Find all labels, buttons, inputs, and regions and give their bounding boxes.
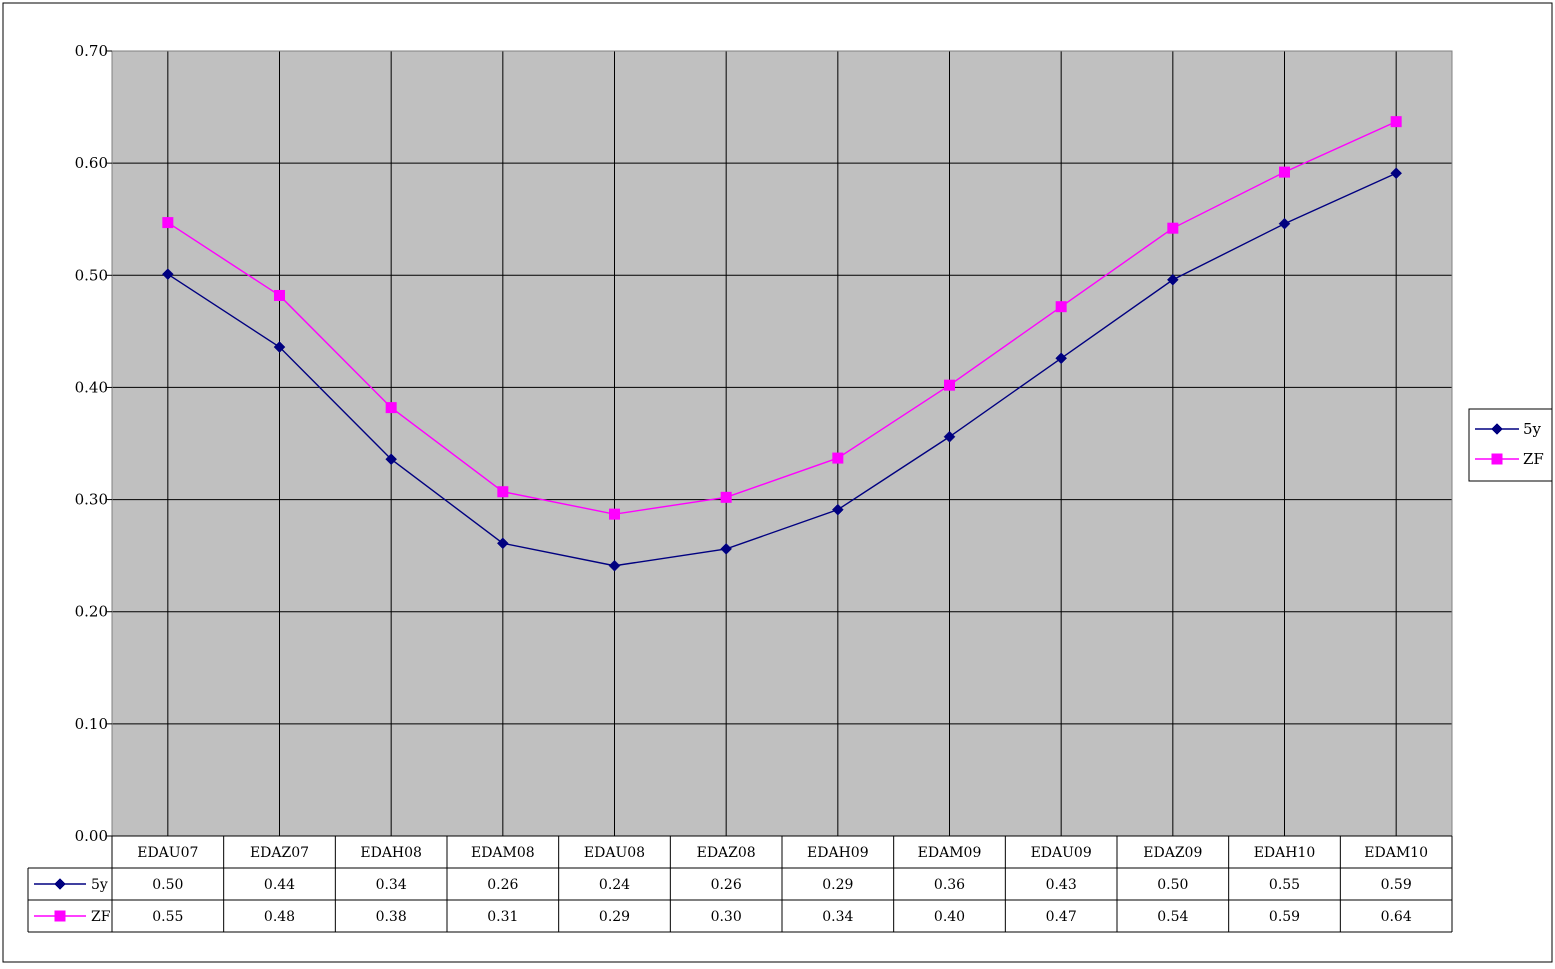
- x-tick-label: EDAU08: [584, 845, 645, 861]
- legend-key-marker: [1491, 423, 1503, 435]
- y-tick-label: 0.30: [75, 491, 108, 509]
- data-label: 0.59: [1381, 877, 1412, 893]
- y-tick-label: 0.70: [75, 42, 108, 60]
- data-label: 0.44: [264, 877, 295, 893]
- y-tick-label: 0.00: [75, 827, 108, 845]
- data-label: 0.43: [1046, 877, 1077, 893]
- data-point: [1278, 217, 1291, 230]
- data-label: 0.34: [822, 909, 853, 925]
- x-tick-label: EDAH09: [807, 845, 869, 861]
- y-tick-label: 0.50: [75, 266, 108, 284]
- table-series-name: ZF: [91, 909, 111, 925]
- legend: 5y ZF: [1468, 408, 1553, 482]
- data-label: 0.30: [711, 909, 742, 925]
- data-point: [1055, 301, 1067, 313]
- data-label: 0.55: [1269, 877, 1300, 893]
- x-tick-label: EDAM08: [471, 845, 535, 861]
- x-tick-label: EDAM10: [1364, 845, 1428, 861]
- data-point: [608, 559, 621, 572]
- y-axis-tick-labels: 0.00 0.10 0.20 0.30 0.40 0.50 0.60 0.70: [75, 42, 112, 845]
- data-label: 0.48: [264, 909, 295, 925]
- y-tick-label: 0.20: [75, 603, 108, 621]
- data-label: 0.47: [1046, 909, 1077, 925]
- data-point: [385, 402, 397, 414]
- x-tick-label: EDAZ08: [697, 845, 756, 861]
- data-point: [161, 268, 174, 281]
- x-tick-label: EDAZ09: [1143, 845, 1202, 861]
- legend-box: [1468, 408, 1553, 482]
- y-tick-label: 0.10: [75, 715, 108, 733]
- series-zf: [162, 116, 1402, 520]
- x-tick-label: EDAH08: [360, 845, 422, 861]
- x-tick-label: EDAZ07: [250, 845, 309, 861]
- plot-area: [112, 51, 1452, 836]
- data-point: [832, 452, 844, 464]
- x-tick-label: EDAU07: [137, 845, 198, 861]
- data-table: EDAU07 EDAZ07 EDAH08 EDAM08 EDAU08 EDAZ08 EDAH…: [27, 835, 1453, 933]
- data-point: [1390, 167, 1403, 180]
- data-label: 0.29: [822, 877, 853, 893]
- data-point: [720, 491, 732, 503]
- legend-key-marker: [1491, 453, 1503, 465]
- data-label: 0.40: [934, 909, 965, 925]
- data-point: [831, 503, 844, 516]
- vertical-gridlines: [167, 51, 1397, 836]
- data-label: 0.26: [487, 877, 518, 893]
- data-point: [273, 341, 286, 353]
- data-point: [1167, 222, 1179, 234]
- data-point: [274, 289, 285, 301]
- data-point: [943, 430, 956, 443]
- y-tick-label: 0.60: [75, 154, 108, 172]
- data-label: 0.26: [711, 877, 742, 893]
- table-legend-key-marker: [54, 878, 66, 890]
- series-5y: [161, 167, 1403, 572]
- data-point: [385, 453, 398, 466]
- data-point: [497, 486, 509, 498]
- data-point: [1055, 352, 1068, 365]
- data-label: 0.59: [1269, 909, 1300, 925]
- table-legend-key-marker: [54, 910, 66, 922]
- data-label: 0.64: [1381, 909, 1412, 925]
- data-label: 0.54: [1157, 909, 1188, 925]
- data-label: 0.36: [934, 877, 965, 893]
- series-line: [167, 172, 1397, 567]
- table-series-name: 5y: [91, 877, 108, 893]
- data-label: 0.34: [376, 877, 407, 893]
- legend-label: ZF: [1523, 450, 1544, 468]
- data-point: [1279, 166, 1290, 178]
- data-point: [1166, 273, 1179, 286]
- data-label: 0.50: [152, 877, 183, 893]
- series-line: [167, 121, 1397, 515]
- data-point: [162, 217, 174, 229]
- data-label: 0.38: [376, 909, 407, 925]
- y-tick-label: 0.40: [75, 378, 108, 396]
- legend-label: 5y: [1523, 420, 1542, 438]
- x-tick-label: EDAH10: [1254, 845, 1316, 861]
- x-tick-label: EDAM09: [918, 845, 982, 861]
- data-label: 0.55: [152, 909, 183, 925]
- data-label: 0.24: [599, 877, 630, 893]
- data-label: 0.31: [487, 909, 518, 925]
- x-tick-label: EDAU09: [1031, 845, 1092, 861]
- data-label: 0.29: [599, 909, 630, 925]
- data-point: [496, 537, 509, 550]
- data-point: [1390, 116, 1402, 128]
- data-label: 0.50: [1157, 877, 1188, 893]
- data-point: [944, 379, 955, 391]
- data-point: [720, 543, 733, 555]
- data-point: [609, 508, 620, 520]
